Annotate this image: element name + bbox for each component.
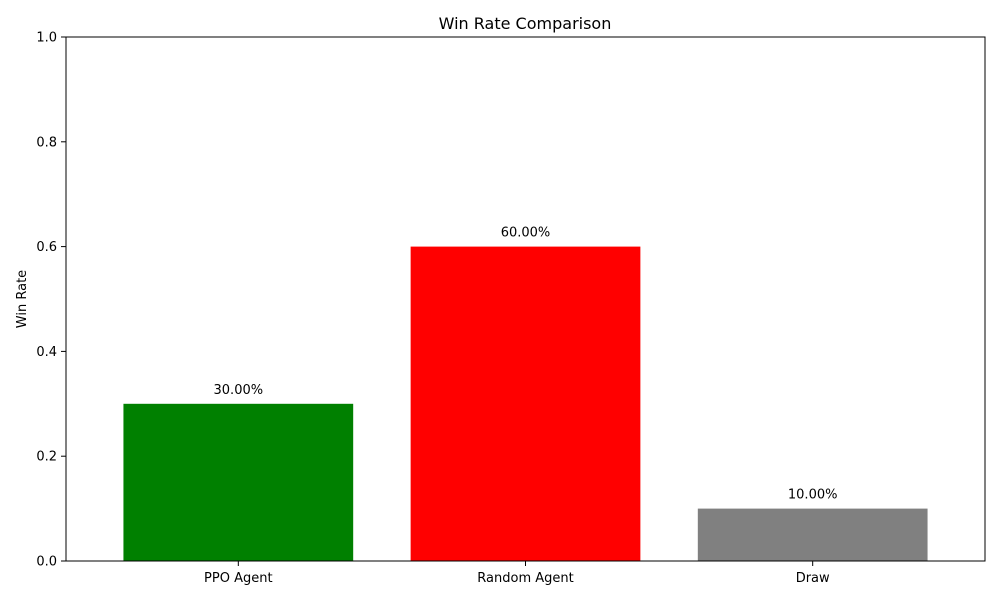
- y-tick-label: 0.4: [36, 345, 57, 360]
- value-label: 10.00%: [788, 488, 838, 503]
- x-axis: PPO Agent Random Agent Draw: [204, 561, 830, 586]
- y-tick-label: 1.0: [36, 31, 57, 46]
- y-axis-label: Win Rate: [15, 270, 30, 328]
- bar-draw: [697, 508, 928, 561]
- y-tick-label: 0.6: [36, 240, 57, 255]
- bar-ppo-agent: [123, 403, 354, 561]
- value-label: 60.00%: [501, 226, 551, 241]
- x-tick-label: PPO Agent: [204, 571, 273, 586]
- chart-title: Win Rate Comparison: [439, 14, 612, 33]
- x-tick-label: Random Agent: [477, 571, 573, 586]
- plot-frame: [65, 36, 986, 562]
- y-tick-label: 0.0: [36, 555, 57, 570]
- y-axis: 0.0 0.2 0.4 0.6 0.8 1.0: [36, 31, 66, 570]
- bars-layer: [123, 246, 928, 561]
- y-tick-label: 0.8: [36, 135, 57, 150]
- value-label: 30.00%: [214, 383, 264, 398]
- x-tick-label: Draw: [796, 571, 830, 586]
- bar-random-agent: [410, 246, 641, 561]
- value-labels-layer: 30.00% 60.00% 10.00%: [214, 226, 838, 503]
- y-tick-label: 0.2: [36, 450, 57, 465]
